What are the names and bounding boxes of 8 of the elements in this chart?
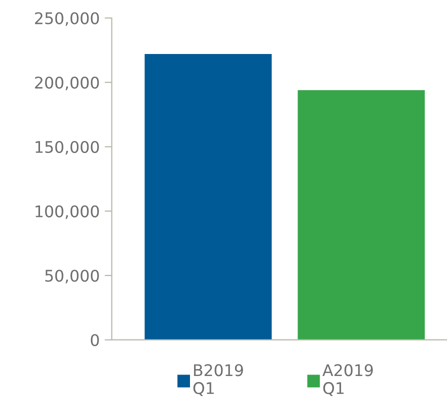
y-tick-label: 250,000 xyxy=(35,12,99,26)
y-tick-label: 50,000 xyxy=(45,270,99,284)
legend-label: A2019 Q1 xyxy=(322,364,373,396)
y-tick-label: 100,000 xyxy=(36,205,99,220)
y-tick-label: 150,000 xyxy=(36,140,99,155)
legend-label: B2019 Q1 xyxy=(193,364,243,396)
y-tick-label: 0 xyxy=(90,334,99,346)
y-tick-label: 200,000 xyxy=(35,76,99,90)
